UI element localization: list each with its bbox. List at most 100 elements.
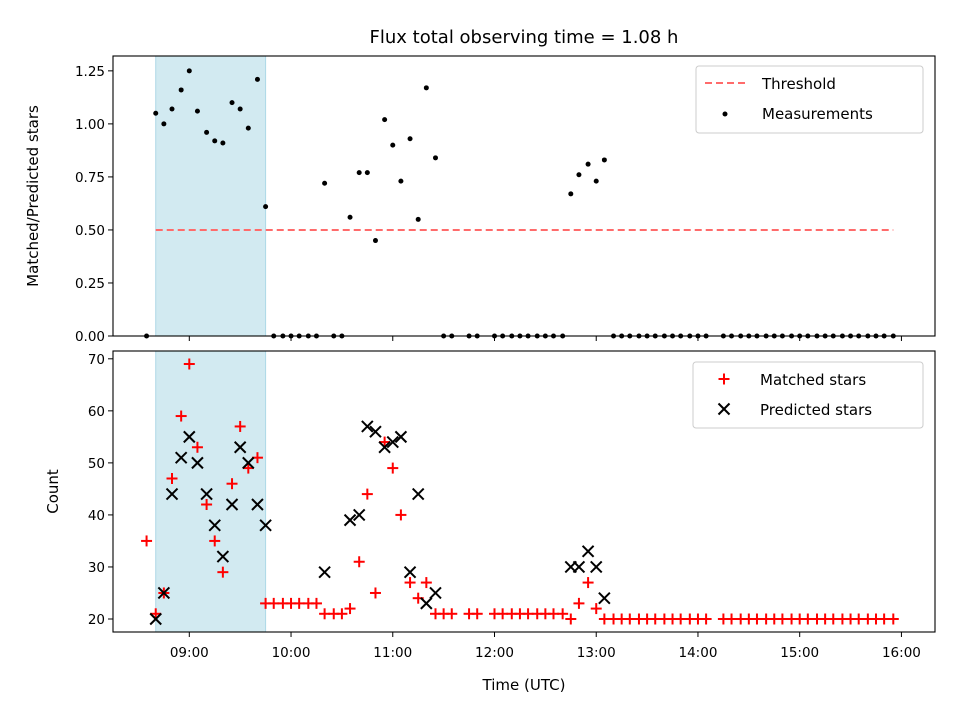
predicted-star-point	[394, 430, 408, 444]
top-legend: Threshold Measurements	[695, 65, 924, 134]
measurement-point	[194, 108, 200, 114]
measurement-point	[372, 238, 378, 244]
predicted-star-point	[251, 498, 264, 511]
predicted-star-point	[165, 487, 179, 501]
measurement-point	[237, 106, 243, 112]
y-tick-label: 0.50	[75, 223, 105, 239]
matched-star-point	[718, 373, 730, 385]
matched-star-point	[387, 462, 399, 474]
y-tick-label: 70	[88, 352, 105, 368]
matched-star-point	[565, 613, 577, 625]
measurement-point	[576, 172, 582, 178]
legend-measurements-swatch	[722, 111, 728, 117]
bottom-panel: 20 30 40 50 60 70 09:00 10:00 11:00 12:00 13:00 14…	[44, 350, 936, 694]
legend-threshold-label: Threshold	[761, 75, 836, 93]
y-tick-label: 0.00	[75, 329, 105, 345]
bottom-x-ticks: 09:00 10:00 11:00 12:00 13:00 14:00 15:00 16:00	[170, 632, 921, 661]
matched-star-point	[420, 577, 432, 589]
measurement-point	[169, 106, 175, 112]
y-tick-label: 0.75	[75, 170, 105, 186]
matched-star-point	[573, 597, 585, 609]
top-panel: 0.00 0.25 0.50 0.75 1.00 1.25 Matched/Predict…	[24, 55, 936, 345]
measurement-point	[212, 138, 218, 144]
predicted-star-point	[590, 560, 603, 574]
predicted-star-point	[386, 435, 399, 449]
legend-matched-label: Matched stars	[760, 371, 866, 389]
x-tick-label: 10:00	[272, 645, 311, 661]
predicted-star-point	[149, 612, 162, 626]
top-y-axis-label: Matched/Predicted stars	[24, 105, 42, 287]
x-tick-label: 13:00	[577, 645, 616, 661]
predicted-star-point	[420, 597, 433, 610]
measurement-point	[382, 117, 388, 123]
matched-stars-series	[141, 358, 899, 625]
matched-star-point	[166, 472, 178, 484]
matched-star-point	[446, 608, 458, 620]
bottom-legend-box	[692, 361, 924, 429]
predicted-star-point	[216, 550, 230, 563]
matched-star-point	[336, 608, 348, 620]
matched-star-point	[582, 577, 594, 589]
y-tick-label: 30	[88, 560, 105, 576]
matched-star-point	[201, 499, 213, 511]
bottom-y-ticks: 20 30 40 50 60 70	[88, 352, 113, 628]
matched-star-point	[471, 608, 483, 620]
predicted-star-point	[572, 560, 586, 574]
predicted-star-point	[157, 586, 171, 600]
measurement-point	[398, 178, 404, 184]
measurement-point	[390, 142, 396, 148]
predicted-star-point	[242, 456, 255, 470]
matched-star-point	[395, 509, 407, 521]
measurement-point	[432, 155, 438, 161]
predicted-star-point	[191, 456, 204, 470]
predicted-star-point	[343, 513, 357, 527]
measurement-point	[263, 204, 269, 210]
matched-star-point	[344, 603, 356, 615]
matched-star-point	[379, 436, 391, 448]
measurement-point	[178, 87, 184, 93]
measurement-point	[585, 161, 591, 167]
predicted-star-point	[411, 487, 425, 501]
matched-star-point	[369, 587, 381, 599]
y-tick-label: 50	[88, 456, 105, 472]
matched-star-point	[361, 488, 373, 500]
legend-predicted-label: Predicted stars	[760, 401, 872, 419]
predicted-star-point	[403, 565, 417, 579]
matched-star-point	[183, 358, 195, 370]
matched-star-point	[590, 603, 602, 615]
predicted-star-point	[233, 441, 247, 454]
bottom-shaded-span	[155, 350, 267, 633]
predicted-star-point	[369, 425, 382, 438]
predicted-star-point	[378, 441, 391, 454]
predicted-star-point	[183, 430, 196, 444]
matched-star-point	[209, 535, 221, 547]
measurement-point	[153, 110, 159, 116]
y-tick-label: 0.25	[75, 276, 105, 292]
predicted-star-point	[174, 451, 188, 464]
predicted-star-point	[225, 498, 239, 511]
matched-star-point	[141, 535, 153, 547]
measurement-point	[347, 214, 353, 220]
matched-star-point	[404, 577, 416, 589]
legend-predicted-swatch	[717, 402, 731, 416]
bottom-legend: Matched stars Predicted stars	[692, 361, 924, 429]
measurement-point	[364, 170, 370, 176]
legend-matched-swatch	[718, 373, 730, 385]
measurement-point	[229, 100, 235, 106]
predicted-star-point	[581, 545, 595, 558]
matched-star-point	[150, 608, 162, 620]
measurement-point	[593, 178, 599, 184]
matched-star-point	[887, 613, 899, 625]
x-tick-label: 12:00	[475, 645, 514, 661]
top-x-ticks	[188, 336, 902, 341]
predicted-star-point	[259, 519, 272, 532]
matched-star-point	[310, 597, 322, 609]
bottom-y-axis-label: Count	[44, 469, 62, 514]
predicted-star-point	[208, 519, 221, 532]
y-tick-label: 60	[88, 404, 105, 420]
measurement-point	[423, 85, 429, 91]
y-tick-label: 20	[88, 612, 105, 628]
matched-star-point	[700, 613, 712, 625]
matched-star-point	[242, 462, 254, 474]
